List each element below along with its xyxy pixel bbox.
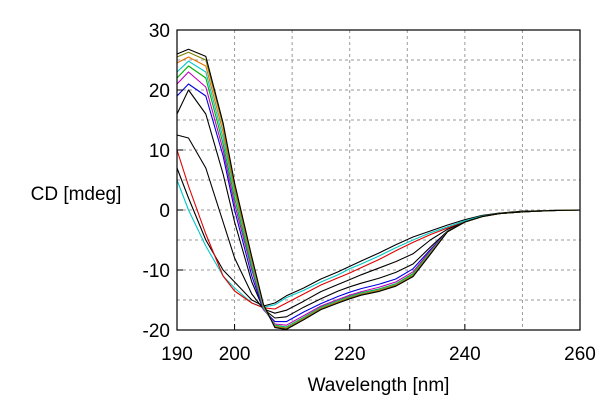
y-tick-label: 10 bbox=[149, 141, 170, 162]
x-tick-label: 220 bbox=[334, 344, 366, 365]
x-axis-label: Wavelength [nm] bbox=[308, 375, 450, 396]
tick-labels: 190 200 220 240 260 -20 -10 0 10 20 30 bbox=[143, 21, 596, 365]
series-line-4 bbox=[176, 134, 581, 314]
y-tick-label: -10 bbox=[143, 261, 170, 282]
gridlines bbox=[177, 30, 580, 330]
series-line-2 bbox=[176, 179, 581, 308]
y-tick-label: 20 bbox=[149, 81, 170, 102]
y-tick-label: -20 bbox=[143, 321, 170, 342]
spectra-series bbox=[176, 48, 581, 330]
y-axis-label: CD [mdeg] bbox=[31, 184, 122, 205]
y-tick-label: 30 bbox=[149, 21, 170, 42]
x-tick-label: 200 bbox=[219, 344, 251, 365]
y-tick-label: 0 bbox=[159, 201, 170, 222]
x-tick-label: 190 bbox=[161, 344, 193, 365]
series-line-1 bbox=[176, 167, 581, 307]
plot-frame bbox=[176, 29, 581, 331]
x-tick-label: 260 bbox=[564, 344, 596, 365]
axis-ticks bbox=[176, 29, 581, 331]
series-line-12 bbox=[176, 48, 581, 330]
x-tick-label: 240 bbox=[449, 344, 481, 365]
